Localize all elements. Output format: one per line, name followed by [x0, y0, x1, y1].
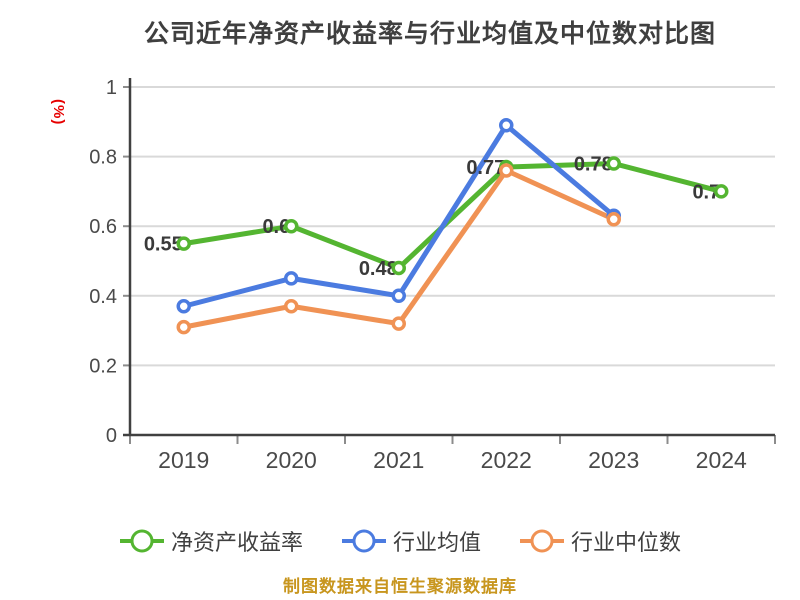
legend-line-marker-icon: [119, 529, 164, 553]
legend-item-roe[interactable]: 净资产收益率: [119, 525, 303, 557]
data-point-marker: [499, 163, 514, 178]
legend-line-marker-icon: [341, 529, 386, 553]
data-point-marker: [391, 260, 406, 276]
y-axis-tick-label: 0: [106, 425, 117, 447]
data-point-label: 0.77: [466, 157, 505, 179]
data-point-marker: [284, 271, 299, 286]
data-point-marker: [284, 218, 299, 234]
data-point-marker: [176, 298, 191, 314]
series-line: [181, 122, 617, 309]
legend-item-industry-mean[interactable]: 行业均值: [341, 525, 481, 557]
x-axis-category-label: 2019: [158, 447, 209, 473]
x-axis-category-label: 2020: [266, 447, 317, 473]
data-point-label: 0.48: [359, 258, 398, 280]
data-point-marker: [714, 184, 729, 199]
x-axis-category-label: 2022: [481, 447, 532, 473]
legend-label-industry-mean: 行业均值: [392, 530, 481, 555]
chart-legend: 净资产收益率 行业均值 行业中位数: [0, 518, 800, 564]
data-point-label: 0.6: [262, 216, 290, 238]
y-axis-tick-label: 1: [106, 77, 117, 99]
series-line: [181, 161, 724, 271]
series-line: [181, 168, 617, 330]
x-axis-category-label: 2021: [373, 447, 424, 473]
y-axis-tick-label: 0.4: [89, 286, 117, 308]
legend-label-industry-median: 行业中位数: [571, 530, 682, 555]
data-point-marker: [284, 298, 299, 314]
x-axis-category-label: 2023: [588, 447, 639, 473]
legend-label-roe: 净资产收益率: [170, 530, 303, 555]
data-source-caption: 制图数据来自恒生聚源数据库: [283, 577, 517, 596]
y-axis-tick-label: 0.8: [89, 147, 117, 169]
line-chart-svg: 0 0.2 0.4 0.6 0.8 1 2019 2020 2021 2022 2023 2024 0.…: [89, 77, 776, 473]
legend-item-industry-median[interactable]: 行业中位数: [519, 525, 681, 557]
data-point-marker: [499, 118, 514, 133]
y-axis-tick-label: 0.2: [89, 355, 117, 377]
data-point-marker: [391, 316, 406, 331]
data-point-marker: [391, 288, 406, 304]
data-point-marker: [176, 236, 191, 251]
data-point-marker: [176, 319, 191, 335]
y-axis-tick-label: 0.6: [89, 216, 117, 238]
data-point-marker: [606, 156, 621, 171]
x-axis-category-label: 2024: [696, 447, 747, 473]
data-point-label: 0.55: [144, 234, 183, 256]
data-point-label: 0.78: [574, 154, 613, 176]
legend-line-marker-icon: [520, 529, 564, 553]
chart-title: 公司近年净资产收益率与行业均值及中位数对比图: [143, 20, 716, 48]
data-point-label: 0.7: [692, 181, 720, 203]
y-axis-unit-label: (%): [50, 99, 67, 126]
data-point-marker: [606, 211, 621, 227]
